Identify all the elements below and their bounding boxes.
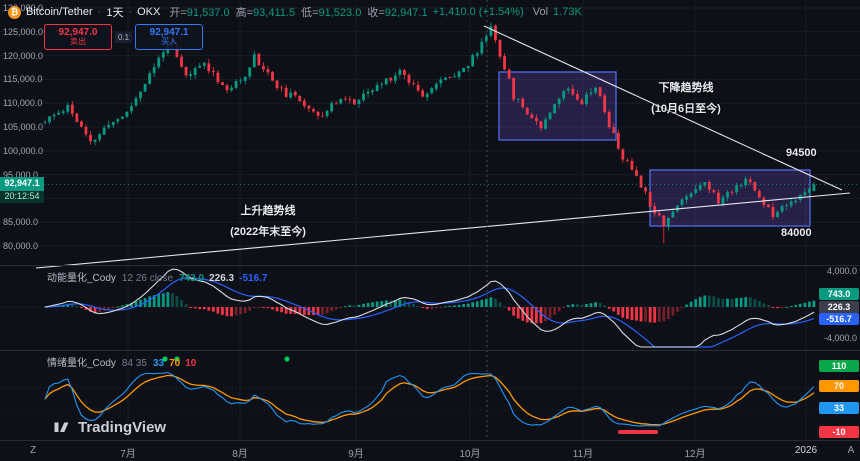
sell-label: 卖出 [70,37,86,47]
candle-countdown: 20:12:54 [0,190,44,203]
current-price-value: 92,947.1 [0,177,44,191]
level-84000: 84000 [781,227,812,239]
price-label: 100,000.0 [3,145,44,156]
ohlc-values: 开=91,537.0 高=93,411.5 低=91,523.0 收=92,947.1 [169,4,427,20]
stoch-indicator-title[interactable]: 情绪量化_Cody [47,358,116,369]
tradingview-logo[interactable]: TradingView [52,418,166,437]
exchange-name: OKX [137,6,161,18]
price-label: 95,000.0 [3,169,39,180]
volume-label: Vol [532,6,549,18]
ohlc-value: 92,947.1 [384,7,428,19]
time-label: 11月 [572,449,594,460]
tradingview-logo-icon [54,422,69,432]
price-scale[interactable]: 130,000.0 125,000.0 120,000.0 115,000.0 110,… [0,0,44,265]
macd-pane-header: 动能量化_Cody 12 26 close 743.0 226.3 -516.7 [47,269,267,284]
ohlc-item: 开=91,537.0 [169,4,229,20]
axis-badge: 226.3 [819,301,859,313]
time-axis[interactable]: Z 7月 8月 9月 10月 11月 12月 2026 A [0,440,860,461]
volume-value: 1.73K [553,6,582,18]
price-label: 105,000.0 [3,122,44,132]
tradingview-logo-text: TradingView [78,419,167,436]
time-label: 10月 [459,449,481,460]
macd-indicator-params: 12 26 close [121,273,174,284]
ohlc-label: 低= [301,7,319,19]
stoch-values: 33 70 10 [153,358,196,369]
axis-badge: 70 [819,380,859,392]
buy-price: 92,947.1 [149,26,189,38]
separator: · [128,6,133,18]
time-label: Z [29,445,37,456]
order-panel: 92,947.0 卖出 0.1 92,947.1 买入 [44,24,204,50]
current-price-label: 92,947.1 20:12:54 [0,177,44,203]
time-label: 8月 [232,449,248,460]
symbol-info-bar: ₿ Bitcoin/Tether · 1天 · OKX 开=91,537.0 高=… [8,4,582,20]
price-label: 120,000.0 [3,50,44,61]
indicator-value: 33 [152,358,165,369]
ohlc-item: 收=92,947.1 [367,4,427,20]
time-label: 7月 [120,449,136,460]
axis-badge: 743.0 [819,288,859,300]
downtrend-annotation: 下降趋势线 (10月6日至今) [636,78,736,120]
macd-indicator-title[interactable]: 动能量化_Cody [47,273,116,284]
uptrend-annotation: 上升趋势线 (2022年末至今) [210,201,326,243]
timeframe[interactable]: 1天 [106,7,124,19]
price-change: +1,410.0 (+1.54%) [432,6,524,18]
indicator-value: 70 [169,358,181,369]
indicator-value: 10 [185,358,197,369]
ohlc-label: 高= [235,7,254,19]
indicator-value: -516.7 [239,273,268,284]
bitcoin-icon: ₿ [8,5,21,19]
downtrend-line2: (10月6日至今) [651,102,721,115]
axis-badge: 110 [819,360,859,372]
separator: · [97,6,102,18]
price-label: 80,000.0 [3,241,39,251]
downtrend-line1: 下降趋势线 [658,82,714,94]
sell-button[interactable]: 92,947.0 卖出 [44,24,112,50]
buy-label: 买入 [161,37,178,47]
ohlc-label: 收= [367,7,385,19]
time-label: 9月 [348,449,364,460]
axis-badge: -516.7 [819,313,859,325]
macd-values: 743.0 226.3 -516.7 [179,273,267,284]
price-label: 130,000.0 [3,3,44,13]
buy-button[interactable]: 92,947.1 买入 [135,24,204,50]
time-label: 2026 [794,445,818,456]
time-label: 12月 [684,449,706,460]
axis-badge: 33 [819,402,859,414]
price-label: 125,000.0 [3,26,44,37]
symbol-name[interactable]: Bitcoin/Tether [26,6,93,18]
stoch-indicator-params: 84 35 [121,358,147,369]
time-label: A [847,445,855,456]
ohlc-item: 低=91,523.0 [301,4,361,20]
macd-axis-bottom: -4,000.0 [823,333,857,343]
indicator-value: 226.3 [209,273,235,284]
ohlc-label: 开= [169,7,187,19]
level-94500: 94500 [786,147,817,159]
axis-badge: -10 [819,426,859,438]
spread-value: 0.1 [115,31,133,43]
price-label: 85,000.0 [3,217,39,228]
ohlc-value: 91,523.0 [318,7,362,19]
macd-axis-top: 4,000.0 [826,266,857,276]
ohlc-item: 高=93,411.5 [236,4,295,20]
sell-price: 92,947.0 [58,26,98,38]
uptrend-line2: (2022年末至今) [230,225,306,238]
ohlc-value: 93,411.5 [253,7,296,19]
price-label: 115,000.0 [3,74,43,85]
stoch-pane-header: 情绪量化_Cody 84 35 33 70 10 [47,354,196,369]
price-label: 110,000.0 [3,98,43,109]
ohlc-value: 91,537.0 [186,7,230,19]
indicator-value: 743.0 [179,273,205,284]
uptrend-line1: 上升趋势线 [240,205,296,217]
